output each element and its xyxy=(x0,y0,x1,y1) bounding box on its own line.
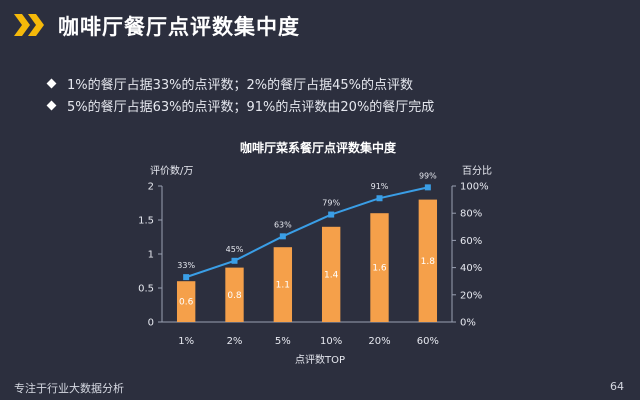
bar xyxy=(176,281,196,322)
x-tick-label: 1% xyxy=(178,336,194,347)
bar-data-label: 0.8 xyxy=(227,291,242,301)
line-point xyxy=(328,211,335,218)
double-chevron-icon xyxy=(12,14,48,36)
slide-title: 咖啡厅餐厅点评数集中度 xyxy=(58,15,300,39)
bar-data-label: 1.1 xyxy=(276,281,290,291)
bar-data-label: 1.4 xyxy=(324,270,339,280)
line-data-label: 79% xyxy=(322,199,340,208)
footer-tagline: 专注于行业大数据分析 xyxy=(14,382,124,395)
bar xyxy=(225,267,244,322)
bullet-item: 1%的餐厅占据33%的点评数；2%的餐厅占据45%的点评数 xyxy=(46,72,434,94)
y-tick-label: 0.5 xyxy=(138,284,154,295)
x-axis-label: 点评数TOP xyxy=(295,353,345,366)
y2-tick-label: 40% xyxy=(460,263,482,274)
y2-tick-label: 100% xyxy=(460,182,489,193)
percent-line xyxy=(185,186,429,279)
y2-tick-label: 20% xyxy=(460,290,482,301)
page-number: 64 xyxy=(610,380,624,393)
line-data-label: 63% xyxy=(274,220,292,229)
y-tick-label: 1.5 xyxy=(138,216,154,227)
y2-axis-label: 百分比 xyxy=(462,165,492,177)
y-tick-label: 2 xyxy=(148,182,154,193)
bullet-text: 1%的餐厅占据33%的点评数；2%的餐厅占据45%的点评数 xyxy=(67,77,414,93)
line-data-label: 91% xyxy=(371,182,389,191)
x-tick-label: 2% xyxy=(227,336,243,347)
line-data-label: 33% xyxy=(177,261,195,270)
bar xyxy=(321,226,341,322)
x-tick-label: 20% xyxy=(368,336,390,347)
bar xyxy=(418,199,438,322)
x-tick-label: 5% xyxy=(275,336,291,347)
y-axis-label: 评价数/万 xyxy=(150,164,193,177)
bar-data-label: 0.6 xyxy=(179,298,194,308)
y-tick-label: 0 xyxy=(148,318,154,329)
chart-title: 咖啡厅菜系餐厅点评数集中度 xyxy=(240,140,397,155)
bar-data-label: 1.8 xyxy=(421,257,436,267)
y-tick-label: 1 xyxy=(148,250,154,261)
line-point xyxy=(231,257,238,264)
line-point xyxy=(279,233,286,240)
x-tick-label: 10% xyxy=(320,336,342,347)
bar xyxy=(273,247,293,322)
y2-tick-label: 80% xyxy=(460,209,482,220)
bar xyxy=(370,213,389,322)
bullet-item: 5%的餐厅占据63%的点评数；91%的点评数由20%的餐厅完成 xyxy=(46,94,435,116)
y2-tick-label: 0% xyxy=(460,318,476,329)
line-point xyxy=(424,184,431,191)
x-tick-label: 60% xyxy=(417,336,439,347)
line-data-label: 45% xyxy=(226,245,244,254)
line-point xyxy=(183,274,190,281)
bullet-text: 5%的餐厅占据63%的点评数；91%的点评数由20%的餐厅完成 xyxy=(67,99,435,115)
y2-tick-label: 60% xyxy=(460,236,482,247)
line-data-label: 99% xyxy=(419,171,437,180)
bullet-list: 1%的餐厅占据33%的点评数；2%的餐厅占据45%的点评数 5%的餐厅占据63%… xyxy=(46,72,435,116)
line-point xyxy=(376,195,383,202)
bar-data-label: 1.6 xyxy=(372,264,387,274)
